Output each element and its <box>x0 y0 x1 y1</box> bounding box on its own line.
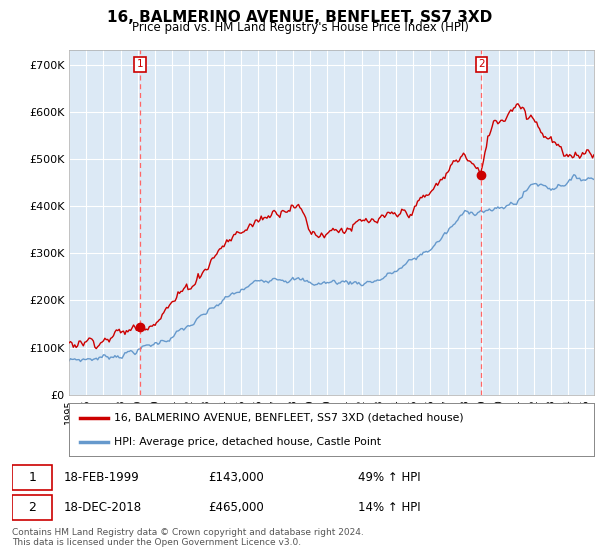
FancyBboxPatch shape <box>12 494 52 520</box>
FancyBboxPatch shape <box>12 465 52 490</box>
Text: Price paid vs. HM Land Registry's House Price Index (HPI): Price paid vs. HM Land Registry's House … <box>131 21 469 34</box>
Text: 2: 2 <box>28 501 36 514</box>
Text: 2: 2 <box>478 59 485 69</box>
Text: Contains HM Land Registry data © Crown copyright and database right 2024.
This d: Contains HM Land Registry data © Crown c… <box>12 528 364 547</box>
Text: 1: 1 <box>137 59 143 69</box>
Text: 16, BALMERINO AVENUE, BENFLEET, SS7 3XD: 16, BALMERINO AVENUE, BENFLEET, SS7 3XD <box>107 10 493 25</box>
Text: 16, BALMERINO AVENUE, BENFLEET, SS7 3XD (detached house): 16, BALMERINO AVENUE, BENFLEET, SS7 3XD … <box>113 413 463 423</box>
Text: £465,000: £465,000 <box>208 501 263 514</box>
Text: 49% ↑ HPI: 49% ↑ HPI <box>358 471 420 484</box>
Text: 18-FEB-1999: 18-FEB-1999 <box>64 471 140 484</box>
Text: £143,000: £143,000 <box>208 471 263 484</box>
Text: 18-DEC-2018: 18-DEC-2018 <box>64 501 142 514</box>
Text: HPI: Average price, detached house, Castle Point: HPI: Average price, detached house, Cast… <box>113 437 380 447</box>
Text: 1: 1 <box>28 471 36 484</box>
Text: 14% ↑ HPI: 14% ↑ HPI <box>358 501 420 514</box>
